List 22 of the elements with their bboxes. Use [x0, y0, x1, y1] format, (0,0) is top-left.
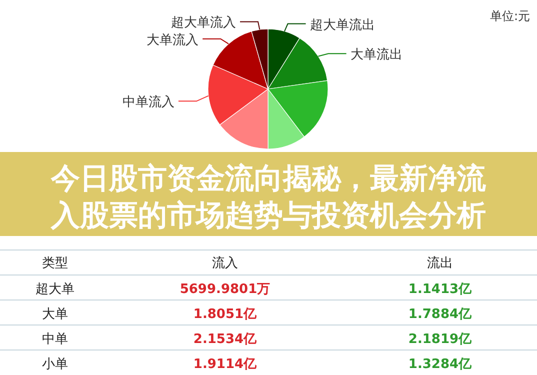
x-tick-label: 流入 — [212, 255, 238, 271]
text: 1.1413亿 — [408, 282, 472, 297]
text: 单位:元 — [490, 9, 530, 23]
y-tick-label: 超大单 — [36, 282, 74, 297]
text: 2.1534亿 — [193, 332, 257, 347]
slice-label: 大单流出 — [350, 46, 402, 63]
text: 1.7884亿 — [408, 307, 472, 322]
y-axis-title: 类型 — [42, 256, 68, 271]
x-tick-label: 流出 — [427, 255, 453, 271]
text: 1.3284亿 — [408, 357, 472, 372]
text: 5699.9801万 — [180, 282, 270, 297]
text: 1.9114亿 — [193, 357, 257, 372]
y-tick-label: 小单 — [42, 357, 68, 372]
text: 2.1819亿 — [408, 332, 472, 347]
y-tick-label: 大单 — [42, 307, 68, 322]
slice-label: 超大单流入 — [171, 14, 236, 31]
y-tick-label: 中单 — [42, 332, 68, 347]
slice-label: 超大单流出 — [310, 16, 375, 33]
slice-label: 中单流入 — [122, 94, 174, 110]
text: 1.8051亿 — [193, 307, 257, 322]
slice-label: 大单流入 — [146, 32, 199, 48]
text: 今日股市资金流向揭秘，最新净流入股票的市场趋势与投资机会分析 — [50, 161, 487, 232]
